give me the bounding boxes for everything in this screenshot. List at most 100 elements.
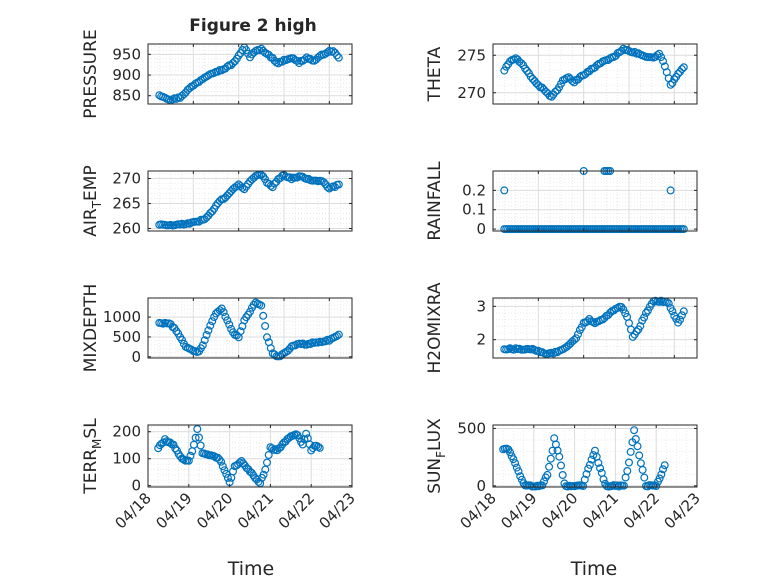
data-point	[334, 330, 343, 339]
data-point	[592, 61, 601, 70]
data-point	[271, 445, 280, 454]
subplot-air-temp: 260 265 270 AIRTEMP	[81, 165, 353, 238]
data-point	[633, 442, 642, 451]
data-point	[215, 196, 224, 205]
data-point	[236, 327, 245, 336]
y-axis-label-text: SUN	[425, 458, 445, 494]
y-tick-label: 3	[476, 297, 486, 315]
axes-box	[492, 424, 698, 488]
data-point	[677, 311, 686, 320]
data-point	[261, 322, 270, 331]
data-point	[293, 173, 302, 182]
data-point	[295, 434, 304, 443]
y-tick-label: 260	[112, 220, 141, 238]
data-point	[594, 458, 603, 467]
data-point	[332, 51, 341, 60]
data-point	[314, 442, 323, 451]
data-point	[323, 48, 332, 57]
y-tick-label: 265	[112, 195, 141, 213]
x-axis-label-left: Time	[227, 558, 275, 580]
data-point	[636, 322, 645, 331]
data-point	[599, 475, 608, 484]
data-series-h2omixra	[500, 296, 688, 359]
data-point	[218, 462, 227, 471]
data-point	[171, 444, 180, 453]
data-point	[638, 465, 647, 474]
data-point	[657, 53, 666, 62]
data-point	[613, 303, 622, 312]
data-point	[643, 306, 652, 315]
y-tick-label: 0	[131, 477, 141, 495]
data-point	[583, 317, 592, 326]
data-point	[679, 63, 688, 72]
data-point	[300, 55, 309, 64]
data-point	[506, 448, 515, 457]
data-point	[630, 426, 639, 435]
data-point	[293, 56, 302, 65]
data-point	[596, 464, 605, 473]
axes-box	[492, 297, 698, 359]
data-point	[315, 443, 324, 452]
data-point	[653, 51, 662, 60]
data-point	[558, 471, 567, 480]
data-point	[198, 341, 207, 350]
data-series-pressure	[155, 43, 343, 105]
data-series-mixdepth	[155, 298, 343, 361]
data-point	[548, 446, 557, 455]
data-point	[287, 175, 296, 184]
data-point	[191, 79, 200, 88]
y-tick-label: 1000	[103, 308, 141, 326]
data-point	[666, 80, 675, 89]
data-point	[323, 183, 332, 192]
data-point	[511, 459, 520, 468]
data-point	[556, 461, 565, 470]
data-point	[184, 456, 193, 465]
data-point	[332, 332, 341, 341]
y-axis-label: THETA	[425, 46, 445, 102]
data-point	[204, 326, 213, 335]
data-point	[217, 457, 226, 466]
data-point	[514, 467, 523, 476]
y-tick-label: 270	[112, 170, 141, 188]
data-point	[191, 433, 200, 442]
data-point	[238, 183, 247, 192]
y-axis-label: PRESSURE	[81, 29, 101, 118]
data-point	[238, 45, 247, 54]
data-series-terr-msl	[154, 425, 324, 488]
y-tick-label: 500	[457, 419, 486, 437]
axes-box	[147, 297, 353, 359]
data-point	[334, 53, 343, 62]
data-point	[264, 451, 273, 460]
data-point	[200, 336, 209, 345]
axes-box	[492, 170, 698, 232]
data-point	[658, 465, 667, 474]
y-tick-label: 0.1	[462, 201, 486, 219]
data-point	[584, 464, 593, 473]
data-point	[589, 318, 598, 327]
data-point	[619, 305, 628, 314]
y-tick-label: 500	[112, 328, 141, 346]
data-point	[632, 327, 641, 336]
data-point	[543, 470, 552, 479]
data-point	[223, 316, 232, 325]
subplot-pressure: 850 900 950 PRESSURE	[81, 29, 353, 119]
data-point	[521, 64, 530, 73]
subplot-h2omixra: 2 3 H2OMIXRA	[425, 282, 698, 374]
data-point	[626, 447, 635, 456]
data-point	[306, 340, 315, 349]
y-axis-label: AIRTEMP	[81, 165, 104, 236]
y-tick-label: 200	[112, 423, 141, 441]
data-point	[186, 451, 195, 460]
data-point	[679, 225, 688, 234]
y-axis-label-subscript: T	[90, 200, 104, 209]
data-point	[522, 66, 531, 75]
data-point	[500, 186, 509, 195]
data-point	[624, 458, 633, 467]
y-axis-label: SUNFLUX	[425, 418, 448, 494]
data-point	[546, 454, 555, 463]
data-point	[172, 327, 181, 336]
data-point	[232, 182, 241, 191]
x-axis-label-right: Time	[570, 558, 618, 580]
data-point	[263, 333, 272, 342]
data-point	[664, 299, 673, 308]
